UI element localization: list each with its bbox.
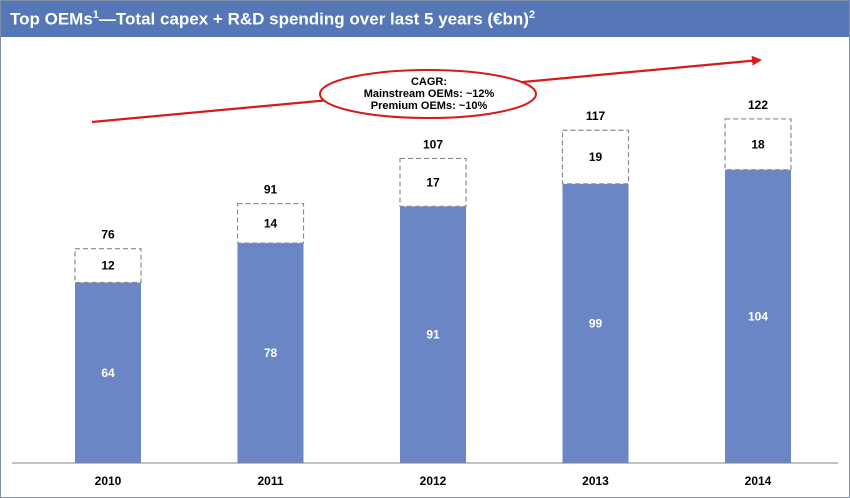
value-label-increment-2010: 12 bbox=[101, 259, 115, 273]
title-main: —Total capex + R&D spending over last 5 … bbox=[98, 9, 529, 29]
x-tick-label-2010: 2010 bbox=[95, 474, 122, 488]
bar-increment-2012 bbox=[399, 157, 467, 207]
bar-increment-2014 bbox=[724, 118, 792, 171]
cagr-callout-ellipse bbox=[319, 69, 537, 119]
bar-increment-2013 bbox=[561, 129, 630, 185]
value-label-base-2012: 91 bbox=[426, 328, 440, 342]
x-tick-label-2014: 2014 bbox=[745, 474, 772, 488]
total-label-2014: 122 bbox=[748, 98, 768, 112]
bar-base-2011 bbox=[237, 243, 304, 463]
bar-base-2014 bbox=[725, 169, 791, 463]
x-tick-label-2013: 2013 bbox=[582, 474, 609, 488]
chart-title: Top OEMs1—Total capex + R&D spending ove… bbox=[10, 9, 535, 30]
total-label-2011: 91 bbox=[264, 183, 278, 197]
bar-increment-2011 bbox=[236, 202, 305, 244]
x-tick-label-2011: 2011 bbox=[257, 474, 283, 488]
cagr-premium: Premium OEMs: ~10% bbox=[370, 100, 488, 112]
bar-base-2013 bbox=[562, 183, 629, 463]
value-label-base-2010: 64 bbox=[101, 366, 115, 380]
cagr-callout: CAGR: Mainstream OEMs: ~12% Premium OEMs… bbox=[322, 76, 536, 112]
value-label-increment-2013: 19 bbox=[589, 150, 603, 164]
total-label-2013: 117 bbox=[586, 109, 606, 123]
cagr-mainstream: Mainstream OEMs: ~12% bbox=[363, 88, 495, 100]
value-label-increment-2012: 17 bbox=[426, 175, 440, 189]
cagr-title: CAGR: bbox=[410, 76, 448, 88]
value-label-base-2011: 78 bbox=[264, 346, 278, 360]
value-label-increment-2014: 18 bbox=[751, 137, 765, 151]
total-label-2012: 107 bbox=[423, 137, 443, 151]
value-label-base-2014: 104 bbox=[748, 309, 768, 323]
value-label-increment-2011: 14 bbox=[264, 216, 278, 230]
title-footnote-2: 2 bbox=[528, 9, 536, 21]
title-bar: Top OEMs1—Total capex + R&D spending ove… bbox=[1, 1, 849, 37]
x-tick-label-2012: 2012 bbox=[420, 474, 447, 488]
bar-increment-2010 bbox=[74, 248, 142, 284]
value-label-base-2013: 99 bbox=[589, 316, 603, 330]
bar-base-2012 bbox=[400, 206, 466, 463]
total-label-2010: 76 bbox=[101, 228, 115, 242]
title-footnote-1: 1 bbox=[92, 9, 99, 21]
title-prefix: Top OEMs bbox=[10, 9, 93, 29]
bar-base-2010 bbox=[75, 282, 141, 463]
